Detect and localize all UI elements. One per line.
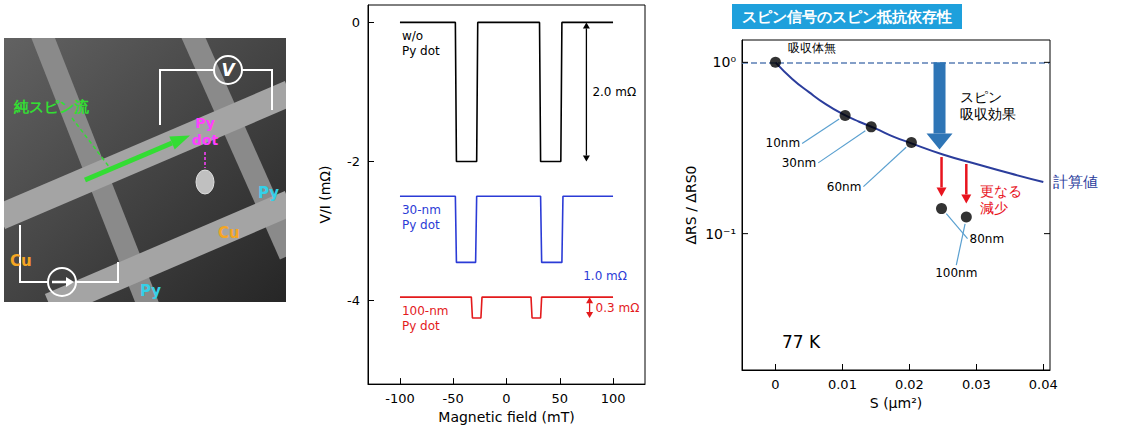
svg-text:純スピン流: 純スピン流	[13, 98, 90, 116]
svg-text:Py dot: Py dot	[402, 319, 440, 333]
svg-text:77 K: 77 K	[782, 332, 821, 352]
svg-text:100: 100	[601, 391, 626, 406]
svg-text:Py: Py	[140, 282, 161, 300]
svg-text:Py: Py	[258, 184, 279, 202]
svg-text:Cu: Cu	[10, 252, 32, 270]
svg-text:10⁻¹: 10⁻¹	[705, 226, 736, 242]
svg-text:30nm: 30nm	[782, 156, 817, 170]
svg-text:スピン: スピン	[960, 89, 1002, 105]
svg-text:-4: -4	[347, 293, 360, 308]
svg-text:1.0 mΩ: 1.0 mΩ	[583, 269, 627, 283]
svg-text:50: 50	[551, 391, 568, 406]
svg-text:-100: -100	[385, 391, 415, 406]
svg-text:吸収体無: 吸収体無	[788, 41, 836, 55]
svg-text:0.3 mΩ: 0.3 mΩ	[596, 301, 640, 315]
svg-text:減少: 減少	[980, 200, 1008, 216]
svg-text:吸収効果: 吸収効果	[960, 106, 1016, 122]
svg-text:-50: -50	[443, 391, 464, 406]
svg-text:0.02: 0.02	[895, 377, 924, 392]
svg-text:0.04: 0.04	[1029, 377, 1058, 392]
svg-text:Py dot: Py dot	[402, 44, 440, 58]
svg-text:100nm: 100nm	[935, 266, 977, 280]
svg-text:V: V	[221, 60, 236, 80]
svg-text:0.01: 0.01	[828, 377, 857, 392]
svg-text:Magnetic field (mT): Magnetic field (mT)	[438, 409, 574, 425]
svg-text:0: 0	[771, 377, 779, 392]
svg-text:-2: -2	[347, 154, 360, 169]
svg-text:V/I (mΩ): V/I (mΩ)	[317, 165, 333, 223]
svg-text:Py dot: Py dot	[402, 218, 440, 232]
svg-text:0: 0	[352, 15, 360, 30]
svg-text:ΔRS / ΔRS0: ΔRS / ΔRS0	[683, 166, 699, 245]
svg-text:2.0 mΩ: 2.0 mΩ	[592, 85, 636, 99]
svg-text:dot: dot	[192, 132, 219, 148]
svg-text:100-nm: 100-nm	[402, 304, 449, 318]
svg-text:10nm: 10nm	[766, 136, 801, 150]
svg-text:計算値: 計算値	[1053, 173, 1098, 191]
svg-text:Cu: Cu	[218, 224, 240, 242]
svg-text:30-nm: 30-nm	[402, 203, 441, 217]
svg-text:80nm: 80nm	[970, 232, 1005, 246]
svg-text:60nm: 60nm	[827, 180, 862, 194]
svg-text:S (μm²): S (μm²)	[870, 395, 922, 411]
svg-text:更なる: 更なる	[980, 183, 1022, 199]
svg-text:w/o: w/o	[402, 29, 423, 43]
svg-text:10⁰: 10⁰	[713, 54, 737, 70]
svg-text:スピン信号のスピン抵抗依存性: スピン信号のスピン抵抗依存性	[742, 8, 952, 26]
svg-text:Py: Py	[195, 115, 215, 131]
svg-text:0: 0	[502, 391, 510, 406]
svg-text:0.03: 0.03	[962, 377, 991, 392]
